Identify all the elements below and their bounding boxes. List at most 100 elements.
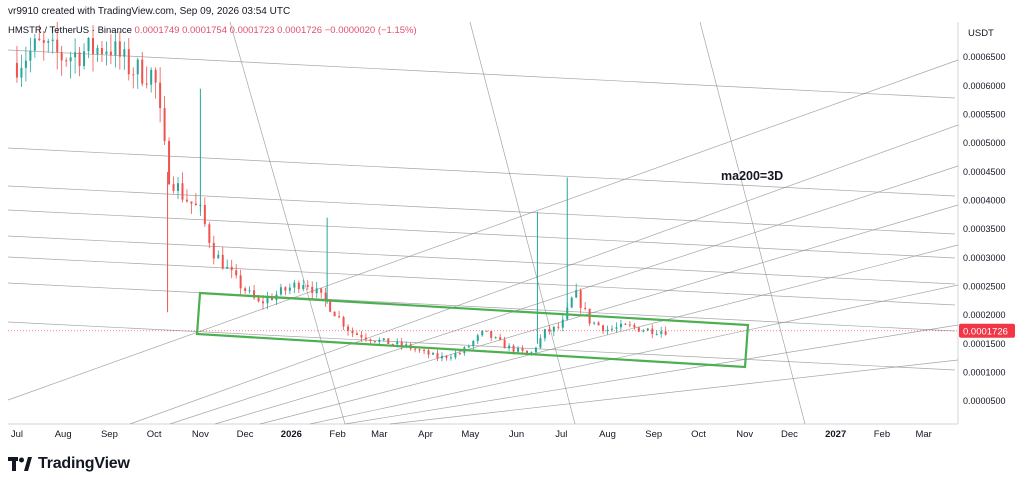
candle-body [548,329,551,332]
candle-body [449,357,452,359]
last-price-tag [959,323,1015,338]
fib-descending-line [7,321,956,371]
x-tick-label: May [461,429,479,440]
symbol-info: HMSTR / TetherUS · Binance 0.0001749 0.0… [8,25,417,36]
candle-body [127,49,130,75]
fib-time-line [229,21,346,425]
y-tick-label: 0.0003000 [963,253,1006,263]
candle-body [423,349,426,351]
candle-body [114,41,117,56]
candle-body [655,333,658,335]
x-tick-label: Oct [691,429,706,440]
candle-body [642,330,645,332]
candle-body [360,334,363,338]
y-tick-label: 0.0005500 [963,110,1006,120]
candle-body [20,67,23,78]
candle-body [109,51,112,56]
x-tick-label: Jun [509,429,524,440]
candle-body [382,338,385,340]
candle-body [619,323,622,328]
x-tick-label: Dec [781,429,798,440]
candle-body [74,52,77,58]
candle-body [499,337,502,340]
candle-body [396,341,399,345]
chart-grid [8,22,959,425]
candle-body [181,183,184,200]
candle-body [364,337,367,340]
candle-body [338,316,341,318]
candle-body [185,199,188,202]
candle-body [387,338,390,344]
candle-body [56,39,59,53]
candle-body [150,69,153,85]
fib-descending-line [7,185,956,235]
candle-body [324,292,327,302]
candle-body [436,353,439,359]
candle-body [226,266,229,269]
fib-time-line [699,21,806,425]
x-tick-label: Sep [101,429,118,440]
candle-body [83,51,86,67]
y-tick-label: 0.0006000 [963,81,1006,91]
candle-body [610,328,613,330]
candle-body [244,288,247,292]
candle-body [575,290,578,298]
x-tick-label: Sep [645,429,662,440]
symbol-name[interactable]: HMSTR / TetherUS · Binance [8,25,132,36]
candle-body [615,327,618,329]
candle-body [418,349,421,351]
candle-body [24,60,27,68]
candle-body [118,41,121,57]
candle-body [297,282,300,290]
y-tick-label: 0.0003500 [963,224,1006,234]
candle-body [624,323,627,325]
candle-body [405,344,408,346]
candle-body [217,254,220,259]
x-tick-label: Aug [599,429,616,440]
candle-body [557,326,560,328]
candle-body [168,141,171,185]
candle-body [481,330,484,336]
candle-body [293,282,296,288]
candle-body [78,52,81,67]
candle-body [239,275,242,289]
x-tick-label: Mar [915,429,931,440]
candle-body [60,52,63,61]
candle-body [628,324,631,326]
candle-body [96,47,99,55]
tradingview-brand: TradingView [38,455,130,472]
candle-body [190,201,193,204]
fib-ascending-line [344,324,959,425]
fib-descending-line [7,209,956,259]
fib-descending-line [7,256,956,306]
candle-body [472,341,475,347]
fib-ascending-line [129,124,959,425]
candle-body [302,284,305,290]
fib-ascending-line [169,165,959,425]
fib-time-line [469,21,576,425]
chart-created-by: vr9910 created with TradingView.com, Sep… [8,6,291,17]
candle-body [373,340,376,342]
candle-body [145,83,148,85]
tradingview-footer: TradingView [8,455,130,473]
candle-body [248,290,251,292]
candle-body [65,60,68,62]
candle-body [539,338,542,348]
x-tick-label: Apr [418,429,433,440]
x-tick-label: Aug [55,429,72,440]
candle-body [208,224,211,243]
y-tick-label: 0.0004500 [963,167,1006,177]
candle-body [306,284,309,287]
candle-body [347,326,350,331]
y-tick-label: 0.0002500 [963,281,1006,291]
currency-label[interactable]: USDT [968,28,994,39]
candle-body [163,108,166,142]
candle-body [230,266,233,271]
candle-body [33,38,36,51]
y-tick-label: 0.0000500 [963,396,1006,406]
candle-body [194,203,197,206]
green-channel [195,291,750,369]
candle-body [141,59,144,84]
candle-body [212,242,215,259]
